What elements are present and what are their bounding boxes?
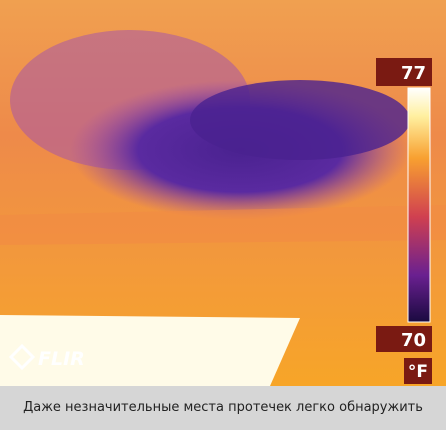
unit-label: °F bbox=[408, 362, 428, 382]
caption: Даже незначительные места протечек легко… bbox=[0, 386, 446, 430]
cool-area-core bbox=[190, 80, 410, 160]
ceiling-edge bbox=[0, 205, 446, 245]
hot-area bbox=[0, 315, 300, 386]
color-scale bbox=[407, 87, 431, 323]
max-label: 77 bbox=[401, 63, 426, 84]
logo: FLIR bbox=[38, 348, 85, 370]
unit-box bbox=[404, 358, 432, 384]
thermal-image: 77 70 °F FLIR bbox=[0, 0, 446, 386]
min-label-box bbox=[376, 326, 432, 352]
logo-icon bbox=[8, 343, 36, 371]
min-label: 70 bbox=[401, 330, 426, 351]
max-label-box bbox=[376, 58, 432, 86]
